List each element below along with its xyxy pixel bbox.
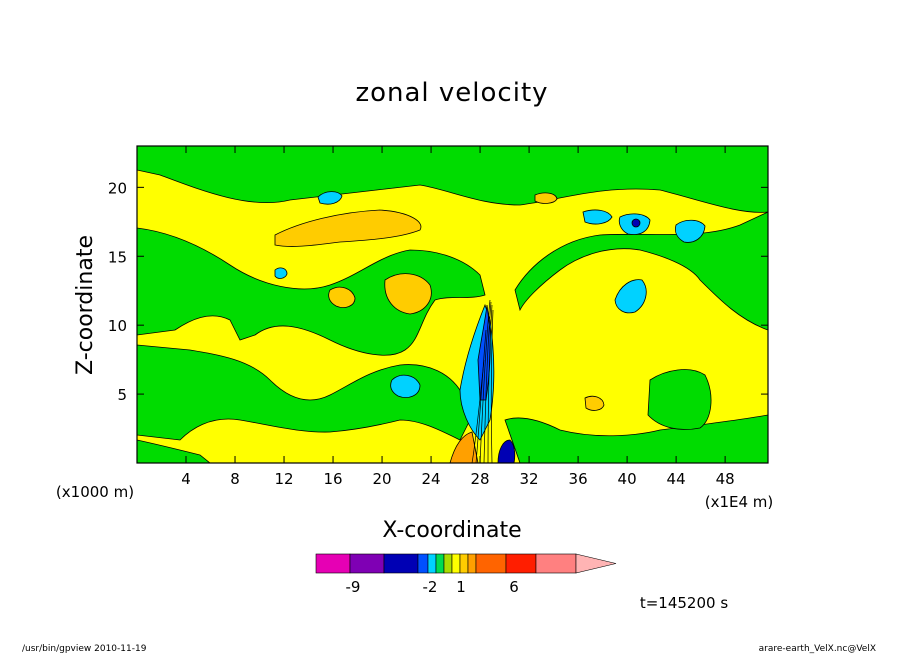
x-tick-label: 44 xyxy=(667,470,686,488)
x-unit-right: (x1E4 m) xyxy=(705,493,774,511)
x-tick-label: 36 xyxy=(569,470,588,488)
colorbar-swatch xyxy=(383,553,419,574)
contour-cyan-top-left xyxy=(317,191,343,205)
colorbar-swatch xyxy=(459,553,469,574)
x-axis-label: X-coordinate xyxy=(382,518,521,543)
contour-orange-small-right xyxy=(584,395,605,411)
timestamp: t=145200 s xyxy=(640,594,728,612)
colorbar-swatch xyxy=(505,553,537,574)
colorbar-swatch xyxy=(427,553,437,574)
contour-orange-core xyxy=(449,431,479,463)
x-unit-left: (x1000 m) xyxy=(56,483,134,501)
contour-orange-upper-right xyxy=(534,192,558,204)
colorbar-label: 6 xyxy=(509,578,519,596)
y-axis-label: Z-coordinate xyxy=(73,235,98,375)
contour-cyan-upper-right xyxy=(582,209,613,225)
contour-green-bottom-right xyxy=(504,414,768,463)
colorbar-swatch xyxy=(417,553,429,574)
chart-title: zonal velocity xyxy=(355,78,548,108)
plot-frame xyxy=(136,145,769,464)
x-tick-label: 48 xyxy=(716,470,735,488)
colorbar-swatch xyxy=(467,553,477,574)
contour-blue-jet-bottom xyxy=(497,439,516,463)
colorbar-swatch xyxy=(349,553,385,574)
contour-green-top xyxy=(137,146,768,213)
y-tick-label: 20 xyxy=(108,179,127,197)
x-tick-label: 24 xyxy=(422,470,441,488)
footer-right: arare-earth_VelX.nc@VelX xyxy=(759,644,876,654)
colorbar-arrow xyxy=(575,553,617,574)
y-tick-label: 15 xyxy=(108,248,127,266)
contour-orange-left xyxy=(328,286,356,308)
contour-green-left-upper xyxy=(137,227,486,356)
colorbar: -9 -2 1 6 xyxy=(315,553,617,596)
contour-cyan-right xyxy=(614,279,647,314)
contour-cyan-far-right xyxy=(675,219,706,243)
contour-green-right xyxy=(514,211,768,331)
x-tick-label: 32 xyxy=(520,470,539,488)
contour-fields xyxy=(137,146,768,463)
y-tick-label: 5 xyxy=(117,386,127,404)
colorbar-label: -2 xyxy=(423,578,438,596)
x-tick-label: 20 xyxy=(373,470,392,488)
contour-cyan-small-left xyxy=(274,267,288,279)
y-tick-label: 10 xyxy=(108,317,127,335)
contour-blue-spot xyxy=(631,218,641,228)
colorbar-swatch xyxy=(475,553,507,574)
colorbar-swatch xyxy=(535,553,577,574)
colorbar-swatch xyxy=(443,553,453,574)
x-tick-label: 12 xyxy=(274,470,293,488)
contour-orange-upper-band xyxy=(274,209,422,247)
jet-contour-lines xyxy=(471,299,494,463)
contour-green-right-lower xyxy=(647,369,712,430)
colorbar-swatch xyxy=(435,553,445,574)
footer-left: /usr/bin/gpview 2010-11-19 xyxy=(22,644,147,654)
contour-green-bottom-left xyxy=(137,439,211,463)
x-tick-label: 8 xyxy=(230,470,240,488)
x-tick-label: 16 xyxy=(323,470,342,488)
colorbar-label: -9 xyxy=(346,578,361,596)
contour-orange-center xyxy=(384,273,432,315)
contour-green-left-mid xyxy=(137,344,471,441)
x-tick-label: 28 xyxy=(471,470,490,488)
x-tick-label: 40 xyxy=(618,470,637,488)
contour-cyan-left xyxy=(390,374,421,398)
colorbar-swatch xyxy=(451,553,461,574)
colorbar-label: 1 xyxy=(456,578,466,596)
colorbar-swatch xyxy=(315,553,351,574)
x-tick-label: 4 xyxy=(181,470,191,488)
